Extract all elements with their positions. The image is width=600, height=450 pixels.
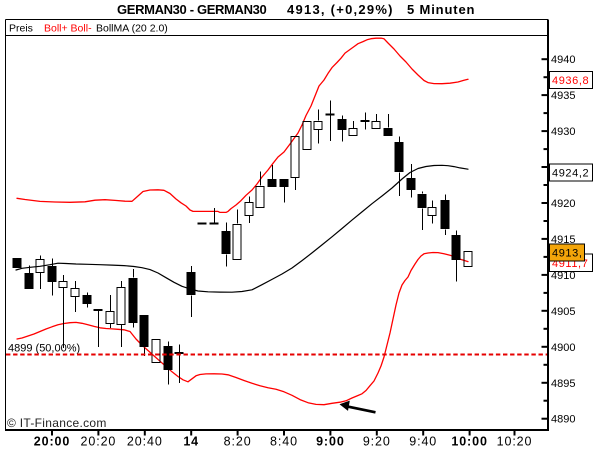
svg-text:BollMA (20 2.0): BollMA (20 2.0) — [96, 23, 168, 35]
svg-text:4899 (50,00%): 4899 (50,00%) — [8, 343, 80, 355]
svg-text:4913,: 4913, — [552, 248, 583, 260]
svg-text:20:00: 20:00 — [34, 435, 70, 449]
svg-text:4936,8: 4936,8 — [552, 75, 589, 87]
svg-text:© IT-Finance.com: © IT-Finance.com — [7, 416, 107, 430]
svg-text:4930: 4930 — [551, 126, 575, 138]
svg-text:9:40: 9:40 — [409, 435, 437, 449]
svg-text:5 Minuten: 5 Minuten — [407, 2, 475, 17]
svg-text:10:20: 10:20 — [497, 435, 533, 449]
svg-text:4895: 4895 — [551, 378, 575, 390]
svg-text:GERMAN30 - GERMAN30: GERMAN30 - GERMAN30 — [117, 2, 266, 17]
svg-text:4905: 4905 — [551, 306, 575, 318]
svg-text:10:00: 10:00 — [451, 435, 487, 449]
svg-text:4924,2: 4924,2 — [552, 168, 589, 180]
svg-text:4940: 4940 — [551, 54, 575, 66]
svg-text:20:40: 20:40 — [127, 435, 163, 449]
svg-text:4915: 4915 — [551, 234, 575, 246]
svg-text:4935: 4935 — [551, 90, 575, 102]
svg-text:4900: 4900 — [551, 342, 575, 354]
svg-text:8:40: 8:40 — [270, 435, 298, 449]
svg-text:20:20: 20:20 — [81, 435, 117, 449]
svg-text:Boll+ Boll-: Boll+ Boll- — [44, 23, 92, 35]
svg-text:4920: 4920 — [551, 198, 575, 210]
svg-text:14: 14 — [183, 435, 199, 449]
svg-text:9:20: 9:20 — [363, 435, 391, 449]
svg-text:4890: 4890 — [551, 414, 575, 426]
svg-text:4910: 4910 — [551, 270, 575, 282]
svg-text:Preis: Preis — [9, 23, 33, 35]
svg-text:8:20: 8:20 — [224, 435, 252, 449]
svg-text:9:00: 9:00 — [316, 435, 345, 449]
svg-text:4913, (+0,29%): 4913, (+0,29%) — [287, 2, 394, 17]
